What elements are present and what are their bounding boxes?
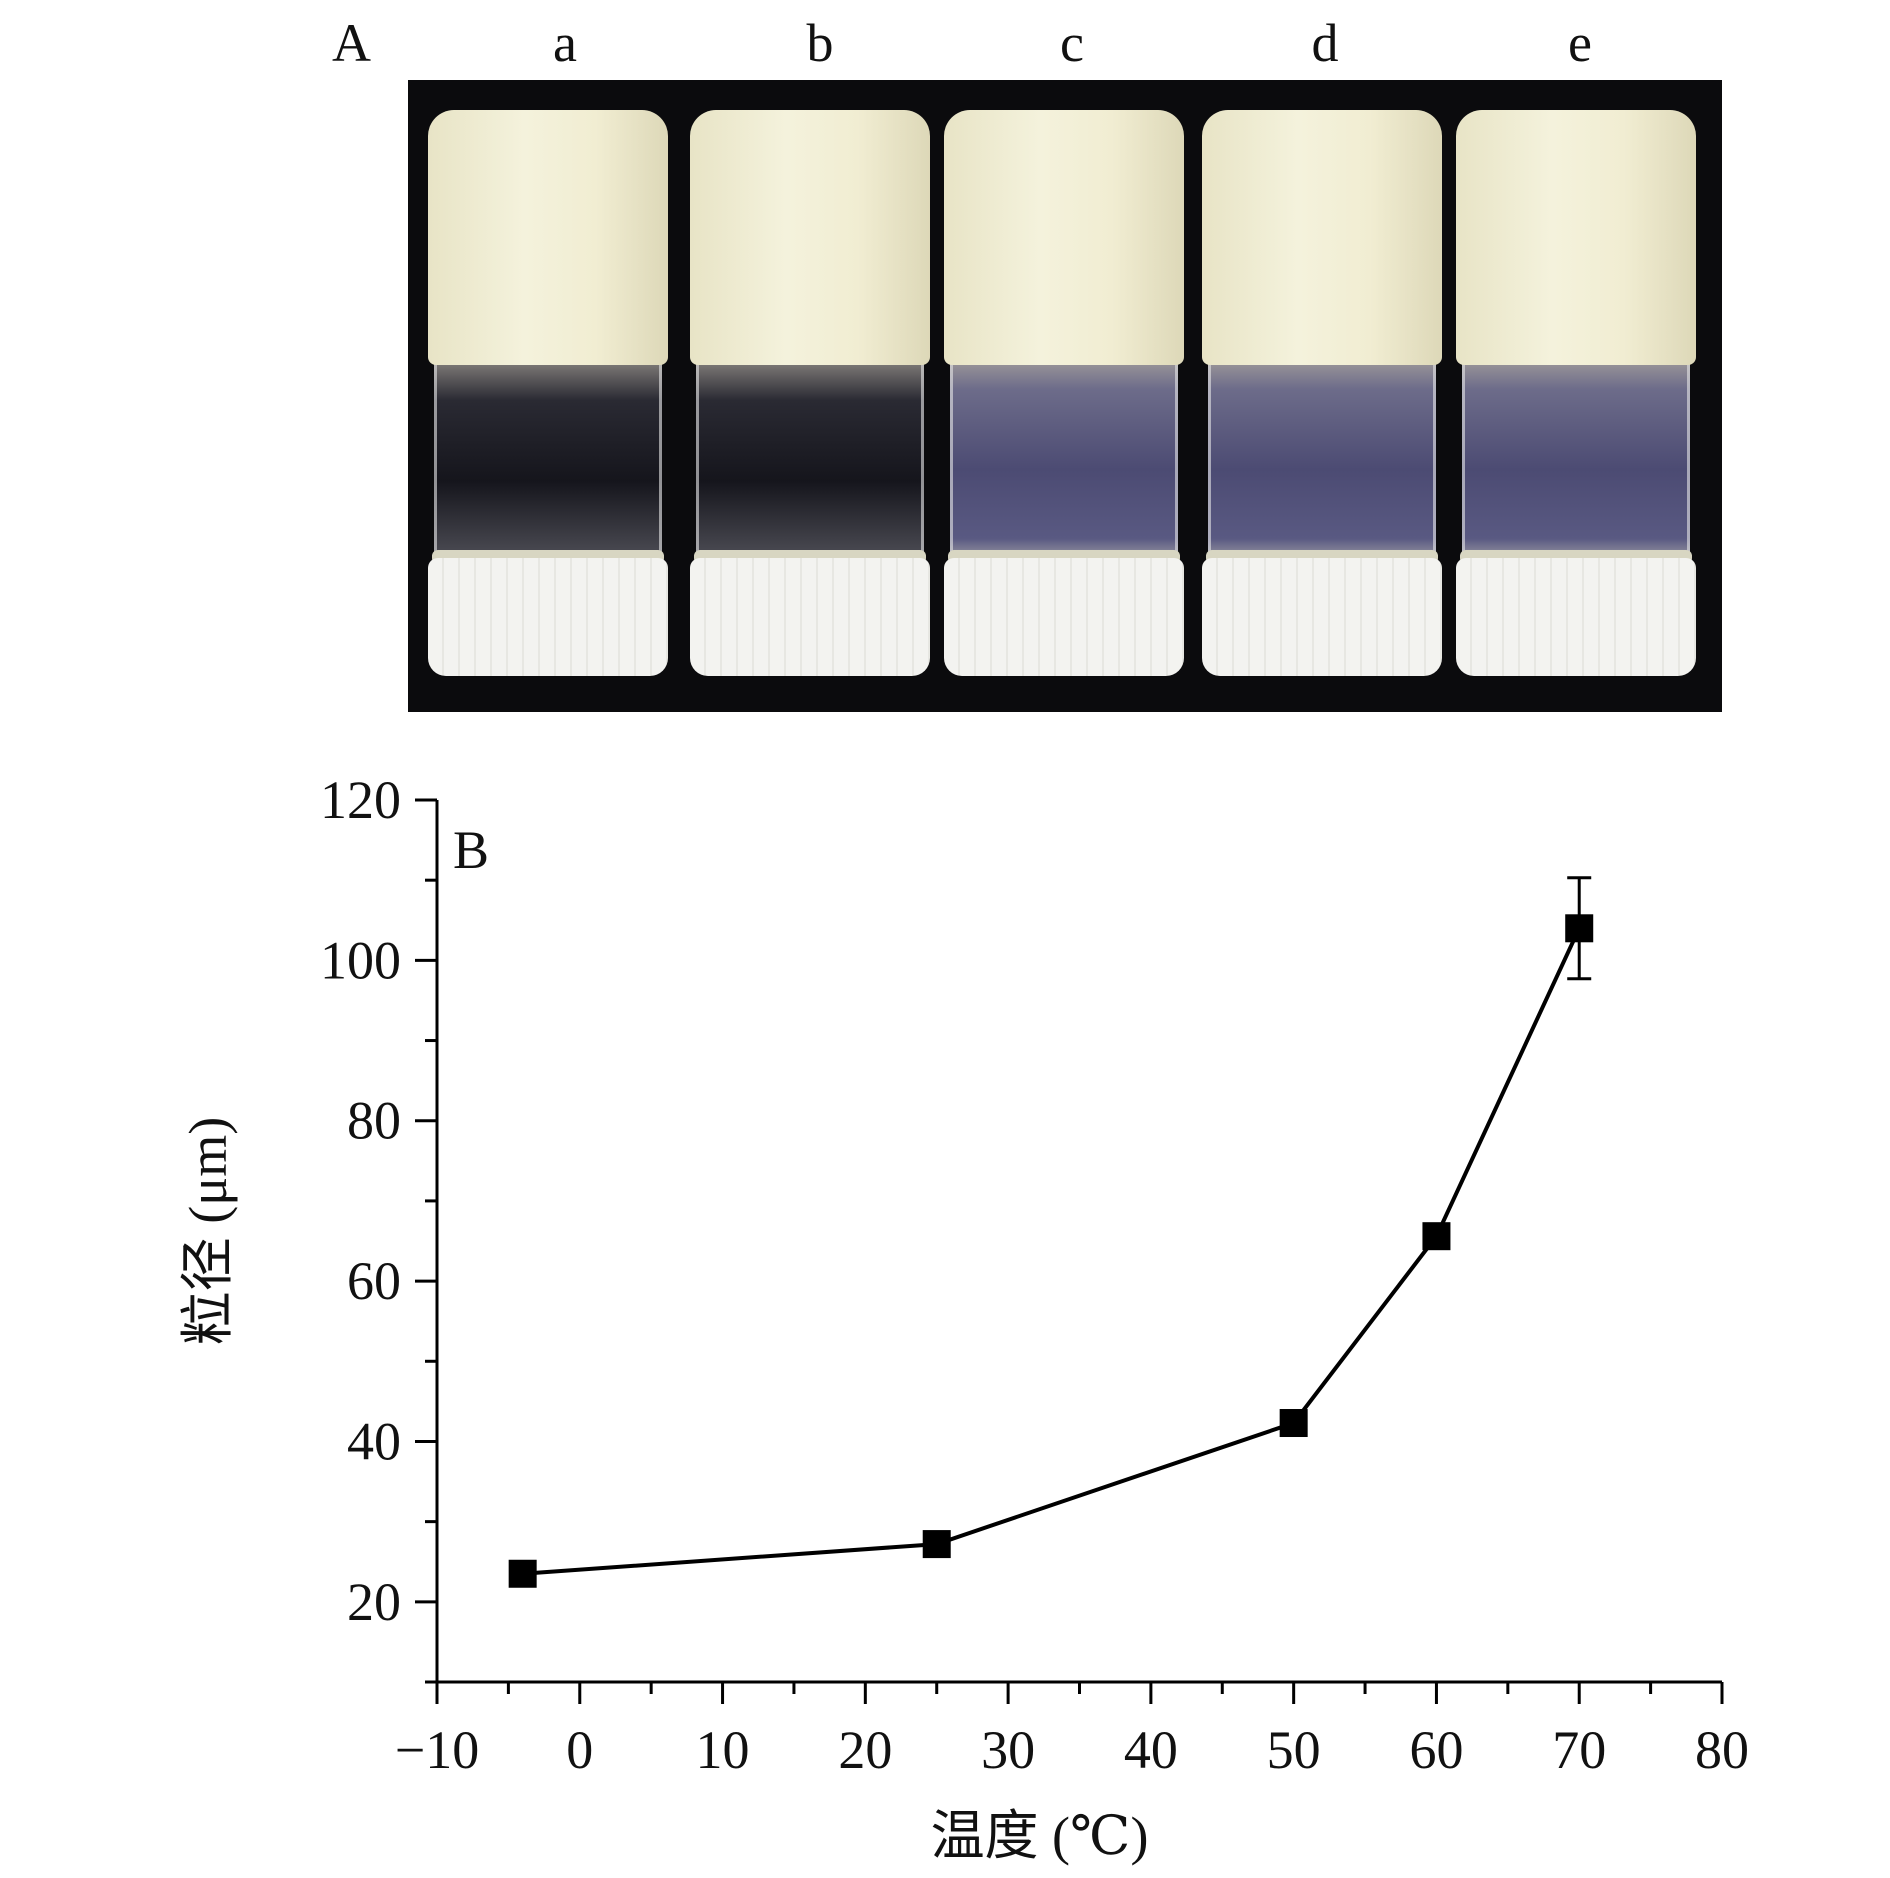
data-point bbox=[1279, 1409, 1308, 1438]
vial-base bbox=[1202, 558, 1442, 676]
x-tick-label: −10 bbox=[395, 1720, 479, 1780]
panel-b-letter: B bbox=[453, 820, 489, 880]
vial-a bbox=[420, 110, 676, 676]
y-tick-label: 20 bbox=[347, 1572, 401, 1632]
y-tick-label: 80 bbox=[347, 1091, 401, 1151]
x-axis-label: 温度 (℃) bbox=[931, 1806, 1149, 1866]
panel-a-letter: A bbox=[332, 13, 371, 73]
vial-label-e: e bbox=[1568, 13, 1592, 73]
vial-cap bbox=[690, 110, 930, 365]
data-point bbox=[1422, 1222, 1451, 1251]
vial-cap bbox=[1456, 110, 1696, 365]
vials-photo bbox=[408, 80, 1722, 712]
x-tick-label: 10 bbox=[696, 1720, 750, 1780]
vial-glass bbox=[696, 340, 924, 576]
vial-label-c: c bbox=[1060, 13, 1084, 73]
x-tick-label: 60 bbox=[1409, 1720, 1463, 1780]
y-tick-label: 100 bbox=[320, 930, 401, 990]
y-axis-label: 粒径 (μm) bbox=[178, 1117, 238, 1345]
particle-size-chart: −10 0 10 20 30 40 50 60 70 80 20 40 60 80 100 120 B 温度 (℃… bbox=[178, 770, 1749, 1866]
vial-glass bbox=[434, 340, 662, 576]
vial-cap bbox=[428, 110, 668, 365]
vial-b bbox=[682, 110, 938, 676]
vial-c bbox=[936, 110, 1192, 676]
x-tick-label: 80 bbox=[1695, 1720, 1749, 1780]
x-tick-label: 50 bbox=[1267, 1720, 1321, 1780]
x-tick-label: 70 bbox=[1552, 1720, 1606, 1780]
x-tick-label: 0 bbox=[566, 1720, 593, 1780]
y-tick-label: 40 bbox=[347, 1411, 401, 1471]
vial-cap bbox=[1202, 110, 1442, 365]
data-point bbox=[508, 1559, 537, 1588]
x-tick-label: 20 bbox=[838, 1720, 892, 1780]
vial-label-d: d bbox=[1311, 13, 1339, 73]
vial-cap bbox=[944, 110, 1184, 365]
vial-label-a: a bbox=[553, 13, 577, 73]
vial-e bbox=[1448, 110, 1704, 676]
x-tick-label: 40 bbox=[1124, 1720, 1178, 1780]
y-tick-label: 60 bbox=[347, 1251, 401, 1311]
vial-base bbox=[690, 558, 930, 676]
vial-base bbox=[1456, 558, 1696, 676]
vial-glass bbox=[1462, 340, 1690, 576]
vial-glass bbox=[950, 340, 1178, 576]
data-point bbox=[1565, 914, 1594, 943]
y-tick-label: 120 bbox=[320, 770, 401, 830]
vial-d bbox=[1194, 110, 1450, 676]
data-point bbox=[922, 1530, 951, 1559]
series-line bbox=[522, 927, 1582, 1576]
vial-label-b: b bbox=[806, 13, 834, 73]
vial-base bbox=[428, 558, 668, 676]
vial-glass bbox=[1208, 340, 1436, 576]
vial-base bbox=[944, 558, 1184, 676]
x-tick-label: 30 bbox=[981, 1720, 1035, 1780]
